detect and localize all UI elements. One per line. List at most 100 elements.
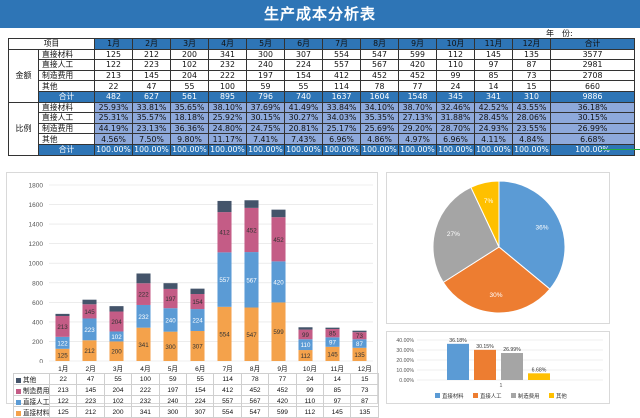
bar-segment[interactable] xyxy=(217,252,232,307)
table-cell[interactable]: 341 xyxy=(474,90,513,103)
table-cell[interactable]: 7.50% xyxy=(132,133,171,145)
table-cell[interactable]: 100.00% xyxy=(94,143,133,156)
table-cell[interactable]: 30.15% xyxy=(550,112,635,124)
table-cell[interactable]: 224 xyxy=(284,59,323,71)
table-cell[interactable]: 341 xyxy=(208,48,247,61)
table-cell[interactable]: 1548 xyxy=(398,90,437,103)
table-cell[interactable]: 112 xyxy=(436,48,475,61)
table-cell[interactable]: 204 xyxy=(170,69,209,82)
table-cell[interactable]: 25.93% xyxy=(94,101,133,114)
table-cell[interactable]: 4.56% xyxy=(94,133,133,145)
table-cell[interactable]: 740 xyxy=(284,90,323,103)
table-cell[interactable]: 135 xyxy=(512,48,551,61)
table-cell[interactable]: 300 xyxy=(246,48,285,61)
table-cell[interactable]: 55 xyxy=(284,80,323,92)
table-cell[interactable]: 102 xyxy=(170,59,209,71)
table-cell[interactable]: 30.27% xyxy=(284,112,323,124)
bar-segment[interactable] xyxy=(136,283,151,305)
table-cell[interactable]: 125 xyxy=(94,48,133,61)
table-cell[interactable]: 145 xyxy=(474,48,513,61)
table-cell[interactable]: 100.00% xyxy=(284,143,323,156)
table-cell[interactable]: 1604 xyxy=(360,90,399,103)
table-cell[interactable]: 42.52% xyxy=(474,101,513,114)
bar-segment[interactable] xyxy=(190,288,205,295)
bar-segment[interactable] xyxy=(325,327,340,330)
bar-segment[interactable] xyxy=(109,311,124,332)
table-cell[interactable]: 452 xyxy=(360,69,399,82)
table-cell[interactable]: 22 xyxy=(94,80,133,92)
table-cell[interactable]: 412 xyxy=(322,69,361,82)
header-cell[interactable]: 项目 xyxy=(8,38,95,50)
table-cell[interactable]: 9886 xyxy=(550,90,635,103)
ratio-bar[interactable] xyxy=(474,349,496,380)
table-cell[interactable]: 2708 xyxy=(550,69,635,82)
bar-segment[interactable] xyxy=(109,331,124,342)
table-cell[interactable]: 77 xyxy=(398,80,437,92)
table-cell[interactable]: 557 xyxy=(322,59,361,71)
table-cell[interactable]: 41.49% xyxy=(284,101,323,114)
header-cell[interactable]: 4月 xyxy=(208,38,247,50)
ratio-bar[interactable] xyxy=(501,353,523,380)
table-cell[interactable]: 29.20% xyxy=(398,122,437,135)
bar-segment[interactable] xyxy=(325,346,340,361)
table-cell[interactable]: 114 xyxy=(322,80,361,92)
table-cell[interactable]: 345 xyxy=(436,90,475,103)
table-cell[interactable]: 627 xyxy=(132,90,171,103)
row-label[interactable]: 合计 xyxy=(38,143,95,156)
bar-segment[interactable] xyxy=(109,306,124,312)
table-cell[interactable]: 20.81% xyxy=(284,122,323,135)
bar-segment[interactable] xyxy=(136,327,151,361)
table-cell[interactable]: 482 xyxy=(94,90,133,103)
table-cell[interactable]: 59 xyxy=(246,80,285,92)
table-cell[interactable]: 25.69% xyxy=(360,122,399,135)
table-cell[interactable]: 44.19% xyxy=(94,122,133,135)
ratio-bar-chart-panel[interactable]: 0.00% 10.00% 20.00% 30.00% 40.00% 36.18% 30.15… xyxy=(386,331,610,404)
table-cell[interactable]: 27.13% xyxy=(398,112,437,124)
table-cell[interactable]: 33.81% xyxy=(132,101,171,114)
pie-slice[interactable] xyxy=(470,180,500,248)
bar-segment[interactable] xyxy=(55,336,70,349)
bar-segment[interactable] xyxy=(325,329,340,338)
header-cell[interactable]: 12月 xyxy=(512,38,551,50)
bar-segment[interactable] xyxy=(298,350,313,361)
bar-segment[interactable] xyxy=(271,209,286,218)
table-cell[interactable]: 38.70% xyxy=(398,101,437,114)
table-cell[interactable]: 18.18% xyxy=(170,112,209,124)
table-cell[interactable]: 33.84% xyxy=(322,101,361,114)
table-cell[interactable]: 200 xyxy=(170,48,209,61)
table-cell[interactable]: 15 xyxy=(512,80,551,92)
bar-segment[interactable] xyxy=(55,316,70,337)
header-cell[interactable]: 1月 xyxy=(94,38,133,50)
bar-segment[interactable] xyxy=(271,261,286,303)
table-cell[interactable]: 31.88% xyxy=(436,112,475,124)
bar-segment[interactable] xyxy=(82,318,97,341)
table-cell[interactable]: 9.80% xyxy=(170,133,209,145)
table-cell[interactable]: 6.96% xyxy=(322,133,361,145)
bar-segment[interactable] xyxy=(217,306,232,361)
table-cell[interactable]: 43.55% xyxy=(512,101,551,114)
bar-segment[interactable] xyxy=(244,307,259,361)
table-cell[interactable]: 100.00% xyxy=(170,143,209,156)
table-cell[interactable]: 28.70% xyxy=(436,122,475,135)
row-label[interactable]: 直接材料 xyxy=(38,101,95,114)
table-cell[interactable]: 895 xyxy=(208,90,247,103)
table-cell[interactable]: 24.80% xyxy=(208,122,247,135)
bar-segment[interactable] xyxy=(325,337,340,347)
bar-segment[interactable] xyxy=(298,339,313,351)
amount-section-label[interactable]: 金额 xyxy=(8,48,39,103)
bar-segment[interactable] xyxy=(352,339,367,348)
ratio-bar[interactable] xyxy=(447,343,469,380)
bar-segment[interactable] xyxy=(298,329,313,340)
table-cell[interactable]: 26.99% xyxy=(550,122,635,135)
table-cell[interactable]: 87 xyxy=(512,59,551,71)
bar-segment[interactable] xyxy=(244,252,259,308)
table-cell[interactable]: 547 xyxy=(360,48,399,61)
table-cell[interactable]: 3577 xyxy=(550,48,635,61)
table-cell[interactable]: 307 xyxy=(284,48,323,61)
table-cell[interactable]: 24 xyxy=(436,80,475,92)
bar-segment[interactable] xyxy=(190,294,205,310)
bar-segment[interactable] xyxy=(136,304,151,328)
table-cell[interactable]: 100.00% xyxy=(322,143,361,156)
table-cell[interactable]: 25.92% xyxy=(208,112,247,124)
table-cell[interactable]: 561 xyxy=(170,90,209,103)
